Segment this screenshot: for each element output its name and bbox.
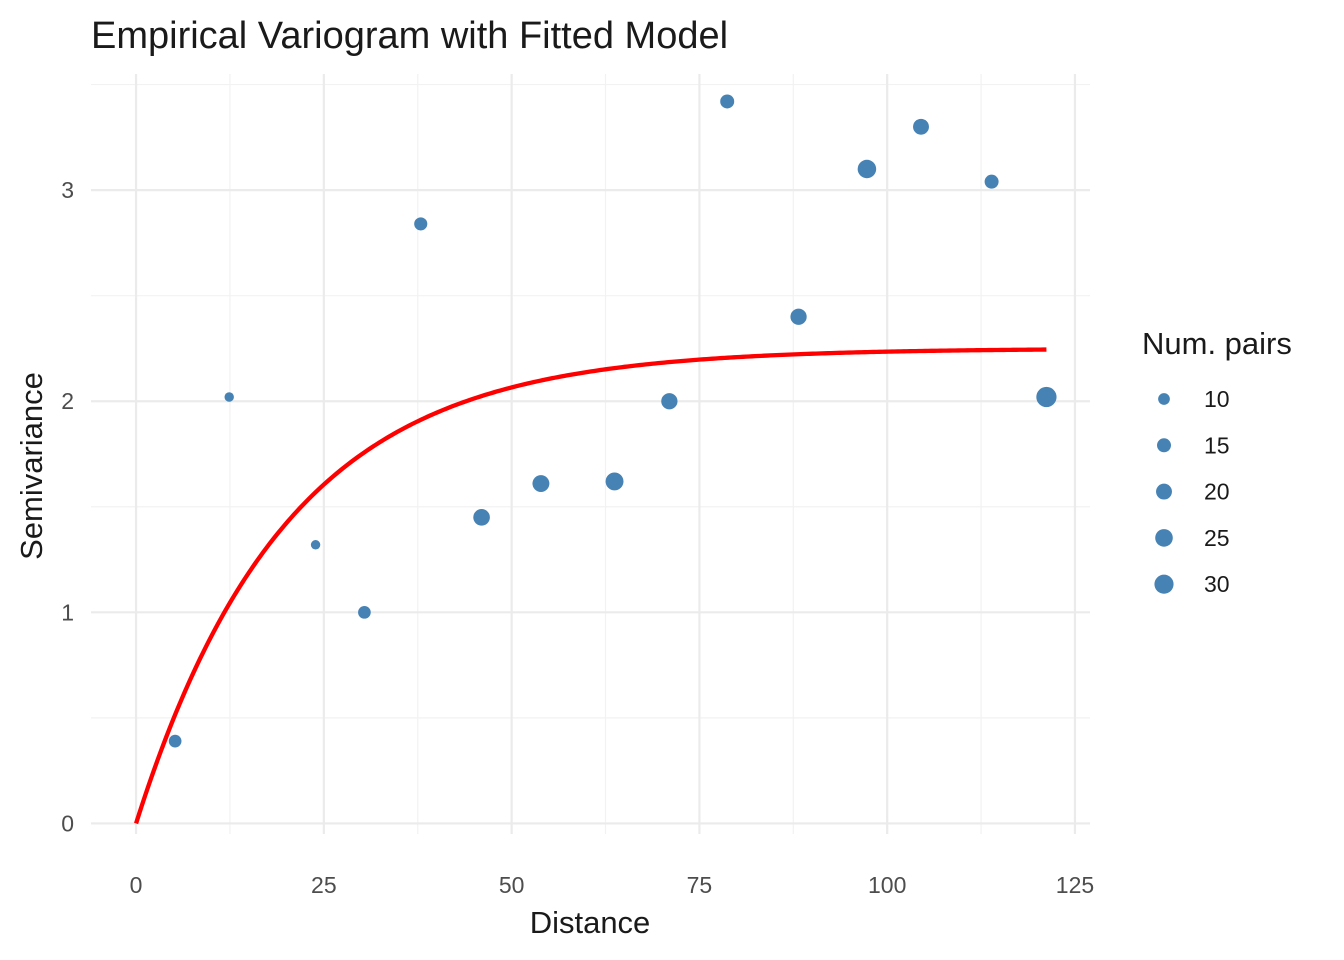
- y-tick-label: 3: [61, 177, 74, 203]
- data-point: [790, 308, 807, 325]
- data-point: [1036, 386, 1057, 408]
- legend: Num. pairs 10 15 20 25 30: [1142, 326, 1292, 597]
- data-point: [532, 475, 550, 493]
- data-point: [984, 174, 999, 189]
- x-tick-label: 25: [311, 872, 337, 898]
- data-point: [857, 159, 877, 179]
- x-tick-label: 125: [1056, 872, 1094, 898]
- x-tick-label: 0: [130, 872, 143, 898]
- legend-key: [1155, 529, 1173, 547]
- fitted-model-layer: [134, 347, 1047, 825]
- y-axis-title: Semivariance: [14, 372, 49, 560]
- fitted-model-line: [134, 347, 1047, 825]
- legend-label: 30: [1204, 571, 1230, 597]
- data-point: [168, 734, 182, 748]
- data-point: [310, 540, 321, 550]
- legend-label: 10: [1204, 386, 1230, 412]
- legend-title: Num. pairs: [1142, 326, 1292, 361]
- legend-key: [1157, 438, 1171, 453]
- y-tick-label: 1: [61, 599, 74, 625]
- legend-label: 20: [1204, 479, 1230, 505]
- points-layer: [168, 94, 1057, 748]
- data-point: [224, 392, 234, 402]
- legend-key: [1158, 393, 1170, 405]
- legend-keys: 10 15 20 25 30: [1154, 386, 1230, 597]
- data-point: [913, 118, 929, 135]
- y-axis-ticks: 0 1 2 3: [61, 177, 74, 836]
- legend-label: 25: [1204, 525, 1230, 551]
- legend-label: 15: [1204, 432, 1230, 458]
- chart-title: Empirical Variogram with Fitted Model: [91, 15, 728, 57]
- data-point: [358, 605, 371, 619]
- x-axis-ticks: 0 25 50 75 100 125: [130, 872, 1094, 898]
- x-tick-label: 100: [868, 872, 906, 898]
- data-point: [414, 217, 428, 231]
- y-tick-label: 2: [61, 388, 74, 414]
- grid: [91, 74, 1090, 834]
- x-tick-label: 50: [499, 872, 525, 898]
- data-point: [661, 393, 678, 410]
- x-axis-title: Distance: [530, 905, 651, 940]
- data-point: [473, 509, 490, 526]
- legend-key: [1156, 483, 1172, 500]
- x-tick-label: 75: [687, 872, 713, 898]
- y-tick-label: 0: [61, 810, 74, 836]
- data-point: [720, 94, 735, 109]
- data-point: [605, 472, 624, 491]
- legend-key: [1154, 574, 1174, 594]
